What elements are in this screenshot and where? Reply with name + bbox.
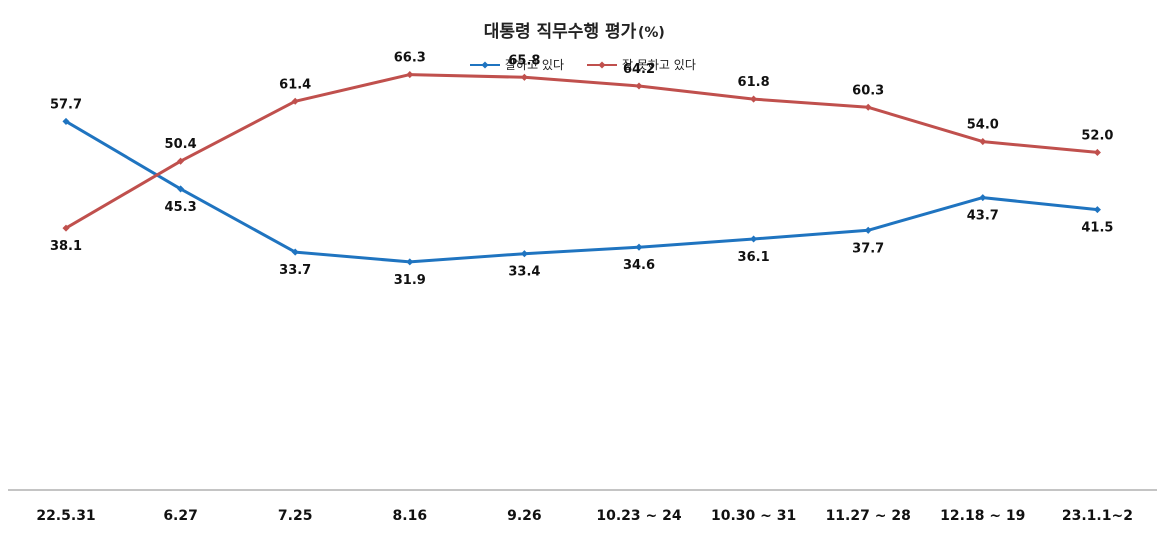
data-label-0-0: 57.7 [50,97,82,112]
legend-marker-0 [481,61,489,69]
x-tick-label-5: 10.23 ~ 24 [596,508,682,524]
data-label-1-7: 60.3 [852,83,884,98]
data-label-0-2: 33.7 [279,263,311,278]
chart-title: 대통령 직무수행 평가 [484,21,637,42]
data-label-1-4: 65.8 [508,53,540,68]
data-label-0-9: 41.5 [1081,221,1113,236]
series-line-0 [65,120,1098,264]
x-tick-label-2: 7.25 [278,508,313,524]
series-point-1-6 [750,95,758,103]
x-tick-label-6: 10.30 ~ 31 [711,508,796,524]
data-label-1-9: 52.0 [1081,128,1113,143]
data-label-0-7: 37.7 [852,241,884,256]
series-point-0-4 [520,250,528,258]
x-tick-label-1: 6.27 [163,508,198,524]
series-point-1-7 [864,103,872,111]
data-label-0-6: 36.1 [738,250,770,265]
x-tick-label-8: 12.18 ~ 19 [940,508,1025,524]
series-point-0-2 [291,248,299,256]
series-point-1-4 [520,73,528,81]
x-tick-label-7: 11.27 ~ 28 [826,508,911,524]
series-point-1-2 [291,97,299,105]
legend: 잘하고 있다 잘 못하고 있다 [470,58,696,72]
series-point-0-3 [406,258,414,266]
legend-label-1: 잘 못하고 있다 [622,58,696,72]
chart-title-unit: (%) [638,25,665,41]
series-layer [62,71,1101,266]
data-label-1-5: 64.2 [623,62,655,77]
series-point-1-9 [1093,148,1101,156]
series-line-1 [65,73,1098,230]
x-tick-label-9: 23.1.1~2 [1062,508,1133,524]
data-label-0-3: 31.9 [394,273,426,288]
series-point-1-1 [177,157,185,165]
data-label-1-1: 50.4 [165,137,197,152]
series-point-0-5 [635,243,643,251]
series-point-1-8 [979,138,987,146]
data-label-1-0: 38.1 [50,239,82,254]
x-tick-labels: 22.5.31 6.27 7.25 8.16 9.26 10.23 ~ 24 10.30 ~… [36,508,1133,524]
series-point-1-3 [406,71,414,79]
x-tick-label-4: 9.26 [507,508,542,524]
series-point-1-5 [635,82,643,90]
data-label-1-8: 54.0 [967,118,999,133]
series-point-0-9 [1093,206,1101,214]
series-point-0-7 [864,226,872,234]
x-tick-label-3: 8.16 [393,508,428,524]
x-tick-label-0: 22.5.31 [36,508,95,524]
data-label-0-8: 43.7 [967,209,999,224]
data-label-0-1: 45.3 [165,200,197,215]
data-label-1-3: 66.3 [394,51,426,66]
series-point-1-0 [62,224,70,232]
series-point-0-1 [177,185,185,193]
data-label-1-2: 61.4 [279,77,311,92]
series-point-0-6 [750,235,758,243]
data-label-0-4: 33.4 [508,265,540,280]
data-label-1-6: 61.8 [738,75,770,90]
data-labels: 57.7 38.1 45.3 50.4 33.7 61.4 31.9 66.3 33.4 65.8… [50,51,1113,288]
series-point-0-8 [979,194,987,202]
legend-label-0: 잘하고 있다 [505,58,564,72]
data-label-0-5: 34.6 [623,258,655,273]
legend-marker-1 [598,61,606,69]
